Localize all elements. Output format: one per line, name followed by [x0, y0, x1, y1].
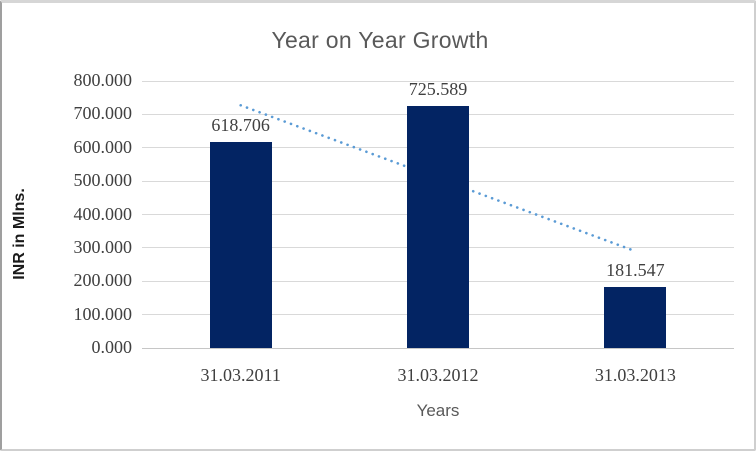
- y-tick-label: 0.000: [91, 337, 133, 357]
- x-category-label: 31.03.2013: [594, 365, 676, 385]
- bar-value-label: 618.706: [211, 114, 270, 135]
- y-tick-label: 400.000: [73, 203, 133, 224]
- bar: [604, 287, 667, 348]
- y-tick-label: 500.000: [73, 170, 133, 191]
- bar-value-label: 181.547: [606, 260, 665, 281]
- y-tick-label: 100.000: [73, 303, 133, 324]
- bar-value-label: 725.589: [408, 78, 468, 99]
- x-axis-title: Years: [416, 401, 460, 420]
- chart-title: Year on Year Growth: [271, 27, 489, 53]
- x-category-label: 31.03.2012: [397, 365, 479, 385]
- y-tick-label: 200.000: [73, 270, 133, 291]
- y-tick-label: 300.000: [73, 236, 133, 257]
- bar: [407, 105, 469, 348]
- bar: [209, 141, 272, 348]
- y-tick-label: 800.000: [73, 70, 133, 90]
- x-category-label: 31.03.2011: [200, 365, 281, 385]
- y-tick-label: 600.000: [73, 136, 133, 157]
- y-tick-label: 700.000: [73, 103, 133, 124]
- gridline: [142, 80, 734, 82]
- x-axis-line: [142, 347, 734, 349]
